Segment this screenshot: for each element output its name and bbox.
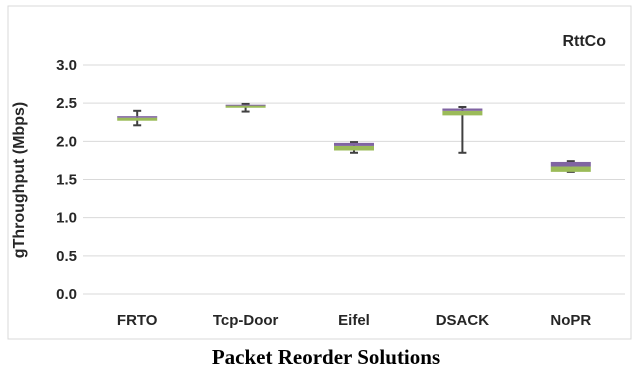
box-lower-quartile <box>334 145 374 151</box>
box-series <box>117 102 591 173</box>
box-nopr <box>550 160 591 173</box>
x-tick-label: Tcp-Door <box>213 312 279 329</box>
box-upper-quartile <box>550 161 591 167</box>
box-upper-quartile <box>442 108 483 111</box>
box-lower-quartile <box>550 166 591 172</box>
y-tick-label: 3.0 <box>56 57 77 74</box>
x-tick-label: FRTO <box>117 312 158 329</box>
x-axis-ticks: FRTO Tcp-Door Eifel DSACK NoPR <box>117 312 591 329</box>
y-axis-ticks: 0.0 0.5 1.0 1.5 2.0 2.5 3.0 <box>56 57 77 303</box>
x-tick-label: Eifel <box>338 312 370 329</box>
x-tick-label: NoPR <box>550 312 591 329</box>
y-tick-label: 1.0 <box>56 210 77 227</box>
box-lower-quartile <box>442 110 483 116</box>
x-axis-label: Packet Reorder Solutions <box>212 345 440 369</box>
box-tcp-door <box>225 102 266 113</box>
box-lower-quartile <box>117 117 158 121</box>
y-tick-label: 2.5 <box>56 95 77 112</box>
box-upper-quartile <box>334 142 374 146</box>
box-dsack <box>442 105 483 154</box>
chart-frame <box>7 5 632 340</box>
box-eifel <box>334 141 374 154</box>
y-tick-label: 1.5 <box>56 172 77 189</box>
box-frto <box>117 109 158 127</box>
chart-title: RttCo <box>562 33 606 50</box>
y-tick-label: 0.0 <box>56 286 77 303</box>
x-tick-label: DSACK <box>436 312 490 329</box>
y-axis-label: gThroughput (Mbps) <box>11 102 28 258</box>
y-tick-label: 0.5 <box>56 248 77 265</box>
box-upper-quartile <box>117 116 158 118</box>
box-lower-quartile <box>225 105 266 108</box>
box-upper-quartile <box>225 104 266 106</box>
y-tick-label: 2.0 <box>56 133 77 150</box>
